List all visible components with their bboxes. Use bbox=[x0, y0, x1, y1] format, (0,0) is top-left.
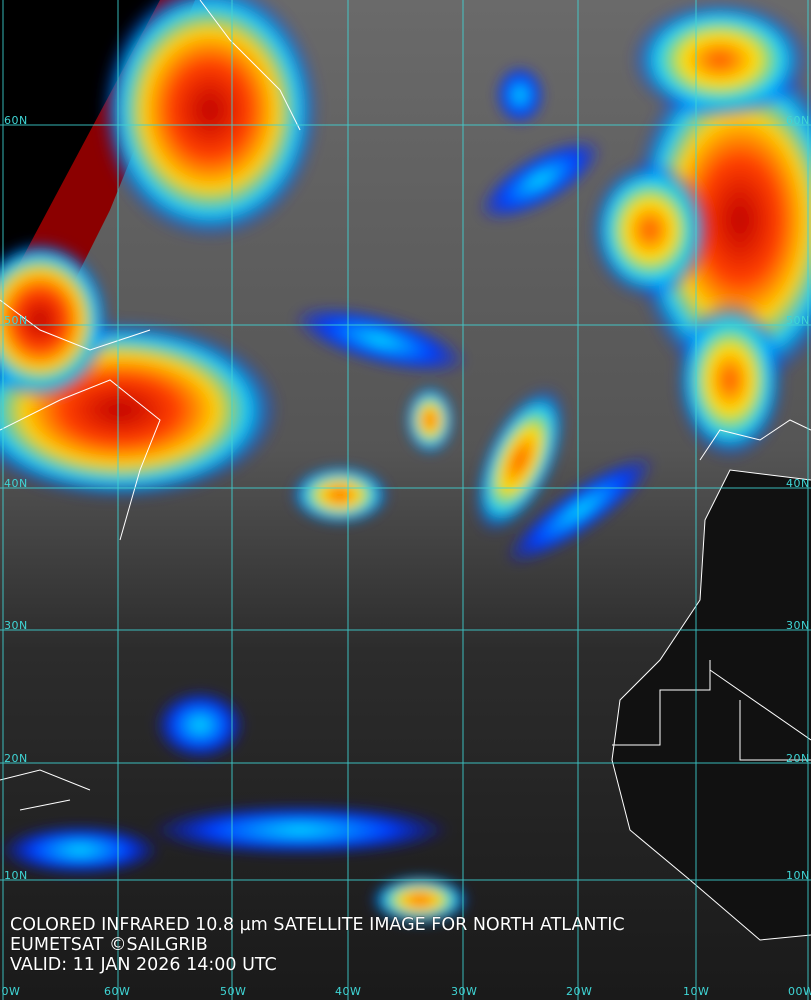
tropical-cells bbox=[155, 690, 245, 760]
caption-valid-time: VALID: 11 JAN 2026 14:00 UTC bbox=[10, 955, 277, 975]
caribbean-cells bbox=[0, 825, 160, 875]
coastlines bbox=[0, 0, 811, 941]
labrador-cloud bbox=[0, 240, 110, 400]
norway-cloud bbox=[630, 0, 810, 120]
lat-label: 50N bbox=[4, 314, 28, 327]
lat-label: 50N bbox=[786, 314, 810, 327]
lat-label: 30N bbox=[786, 619, 810, 632]
lat-label: 20N bbox=[786, 752, 810, 765]
itcz-cell bbox=[370, 875, 470, 925]
lon-label: 00W bbox=[788, 985, 811, 998]
space-region bbox=[0, 0, 195, 420]
lon-label: 70W bbox=[0, 985, 21, 998]
caption-source: EUMETSAT ©SAILGRIB bbox=[10, 935, 208, 955]
trailing-front bbox=[505, 455, 655, 565]
lat-label: 40N bbox=[786, 477, 810, 490]
lon-label: 50W bbox=[220, 985, 247, 998]
africa-land bbox=[612, 470, 811, 940]
lat-label: 30N bbox=[4, 619, 28, 632]
cloud-systems bbox=[0, 0, 811, 925]
central-front bbox=[473, 386, 567, 534]
cell-north bbox=[495, 65, 545, 125]
lon-label: 30W bbox=[451, 985, 478, 998]
west-front bbox=[290, 465, 390, 525]
low-center bbox=[590, 160, 710, 300]
lat-label: 60N bbox=[786, 114, 810, 127]
lon-label: 10W bbox=[683, 985, 710, 998]
lat-label: 10N bbox=[4, 869, 28, 882]
mid-cell bbox=[405, 385, 455, 455]
band-ne bbox=[478, 138, 602, 222]
europe-storm bbox=[630, 50, 811, 390]
iberia-band bbox=[675, 300, 785, 460]
lat-label: 40N bbox=[4, 477, 28, 490]
band-north bbox=[292, 306, 468, 374]
lon-label: 40W bbox=[335, 985, 362, 998]
caption-title: COLORED INFRARED 10.8 µm SATELLITE IMAGE… bbox=[10, 915, 625, 935]
greenland-cloud bbox=[100, 0, 320, 240]
lat-label: 60N bbox=[4, 114, 28, 127]
lon-label: 60W bbox=[104, 985, 131, 998]
itcz-band bbox=[150, 805, 450, 855]
lon-label: 20W bbox=[566, 985, 593, 998]
lat-label: 10N bbox=[786, 869, 810, 882]
image-caption: COLORED INFRARED 10.8 µm SATELLITE IMAGE… bbox=[10, 915, 625, 975]
lat-label: 20N bbox=[4, 752, 28, 765]
